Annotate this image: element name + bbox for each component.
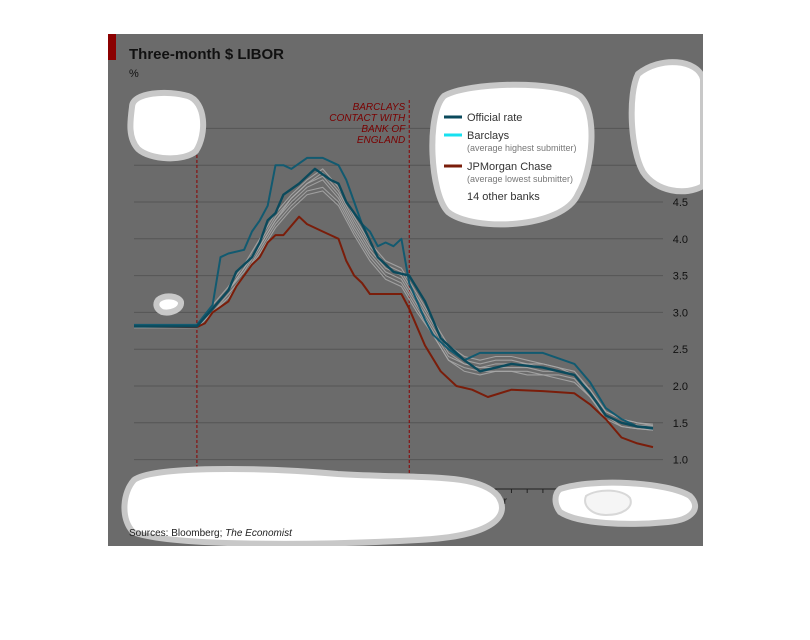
y-tick-label: 3.0: [673, 307, 688, 319]
legend-sublabel: (average highest submitter): [467, 143, 577, 153]
y-tick-label: 3.5: [673, 271, 688, 283]
legend: Official rate Barclays(average highest su…: [444, 112, 577, 203]
source-publication: The Economist: [225, 528, 292, 539]
lowest-series-line: [133, 215, 654, 449]
legend-sublabel: (average lowest submitter): [467, 174, 573, 184]
highest-series-line: [134, 156, 654, 430]
source-prefix: Sources: Bloomberg;: [129, 528, 226, 539]
redaction-blob: [584, 489, 632, 517]
chart-title: Three-month $ LIBOR: [129, 46, 285, 63]
y-tick-label: 4.5: [673, 197, 688, 209]
line-chart: LEHMANBROTHERSCOLLAPSESBARCLAYSCONTACT W…: [121, 59, 703, 546]
series-lines: [133, 156, 654, 449]
event-annotation-line: BARCLAYS: [353, 102, 406, 113]
legend-label: 14 other banks: [467, 191, 540, 203]
y-tick-label: 1.0: [673, 455, 688, 467]
y-tick-label: 2.5: [673, 344, 688, 356]
legend-label: Barclays: [467, 130, 510, 142]
legend-label: Official rate: [467, 112, 522, 124]
redaction-blob: [429, 81, 595, 228]
other-bank-line: [134, 168, 654, 425]
redaction-blob: [153, 293, 184, 316]
event-annotation-line: BANK OF: [361, 124, 406, 135]
event-annotation-line: CONTACT WITH: [329, 113, 406, 124]
redaction-blob: [628, 59, 703, 195]
event-annotation-line: ENGLAND: [357, 135, 405, 146]
source-note: Sources: Bloomberg; The Economist: [129, 528, 292, 539]
redaction-blob: [121, 466, 505, 546]
other-bank-line: [134, 171, 654, 427]
other-bank-line: [134, 186, 654, 431]
redaction-blobs: [121, 59, 703, 546]
y-unit-label: %: [129, 68, 139, 80]
other-bank-line: [134, 175, 654, 428]
redaction-blob: [127, 89, 207, 162]
y-tick-label: 2.0: [673, 381, 688, 393]
y-tick-label: 4.0: [673, 234, 688, 246]
other-bank-line: [134, 190, 654, 431]
chart-figure: Three-month $ LIBOR % LEHMANBROTHERSCOLL…: [108, 34, 703, 546]
legend-label: JPMorgan Chase: [467, 161, 552, 173]
y-tick-label: 1.5: [673, 418, 688, 430]
official-series-line: [134, 167, 654, 430]
brand-accent-bar: [108, 34, 116, 60]
